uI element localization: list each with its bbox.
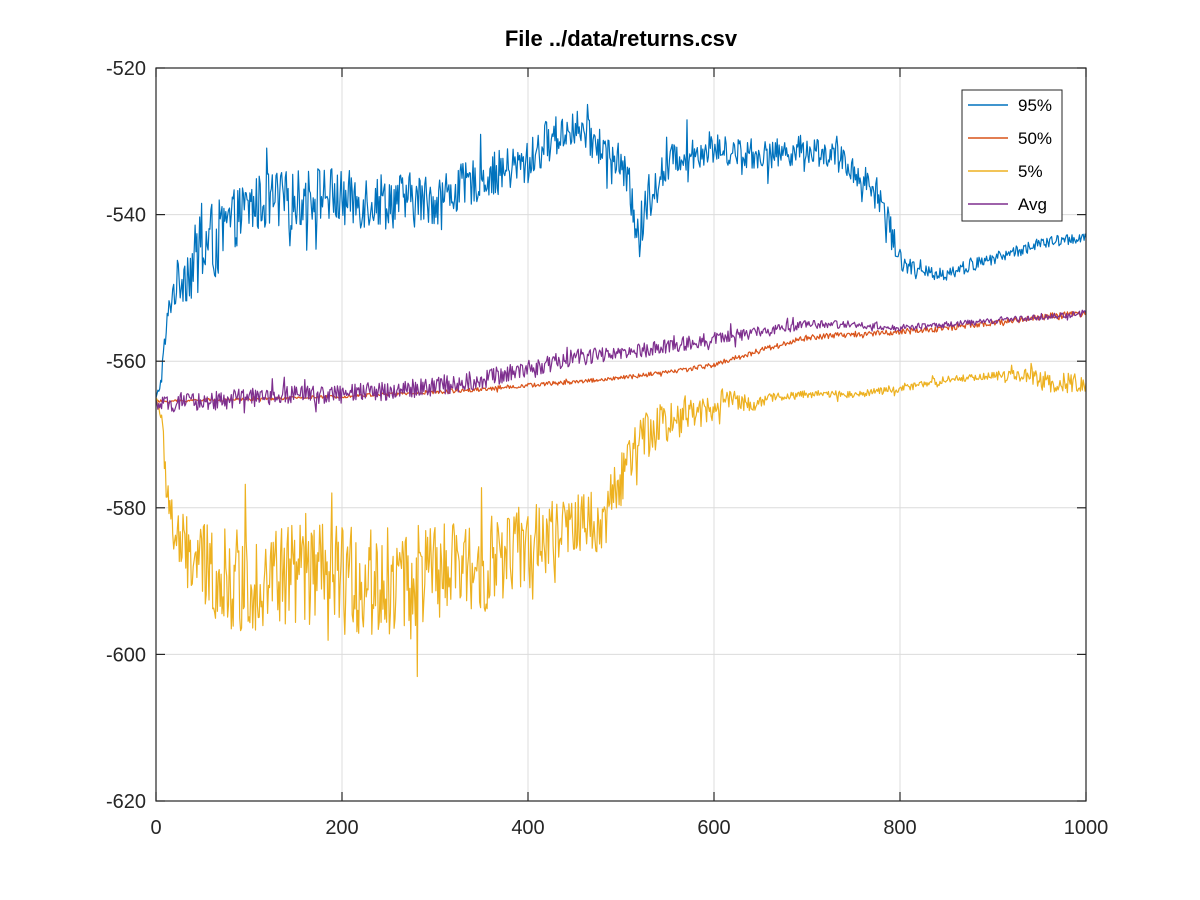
- y-tick-label: -580: [106, 498, 146, 520]
- legend-label: Avg: [1018, 195, 1047, 214]
- legend-box: [961, 89, 1063, 222]
- y-tick-label: -560: [106, 351, 146, 373]
- legend-label: 5%: [1018, 162, 1043, 181]
- x-tick-label: 1000: [1064, 817, 1109, 839]
- chart-title: File ../data/returns.csv: [505, 26, 738, 51]
- x-tick-labels: 0 200 400 600 800 1000: [150, 817, 1108, 839]
- legend-label: 50%: [1018, 129, 1052, 148]
- x-tick-label: 200: [325, 817, 358, 839]
- y-tick-label: -600: [106, 644, 146, 666]
- x-tick-label: 0: [150, 817, 161, 839]
- y-tick-label: -620: [106, 791, 146, 813]
- axis-ticks: [155, 67, 1087, 802]
- axes-box: [155, 67, 1087, 802]
- y-tick-label: -520: [106, 58, 146, 80]
- series-line-avg: [155, 309, 1087, 414]
- y-tick-labels: -620 -600 -580 -560 -540 -520: [106, 58, 146, 813]
- legend-label: 95%: [1018, 96, 1052, 115]
- x-tick-label: 600: [697, 817, 730, 839]
- series-line-95pct: [155, 103, 1087, 398]
- series-line-5pct: [155, 362, 1087, 678]
- y-tick-label: -540: [106, 205, 146, 227]
- series-group: [155, 103, 1087, 678]
- legend: 95% 50% 5% Avg: [961, 89, 1063, 222]
- x-tick-label: 800: [883, 817, 916, 839]
- x-tick-label: 400: [511, 817, 544, 839]
